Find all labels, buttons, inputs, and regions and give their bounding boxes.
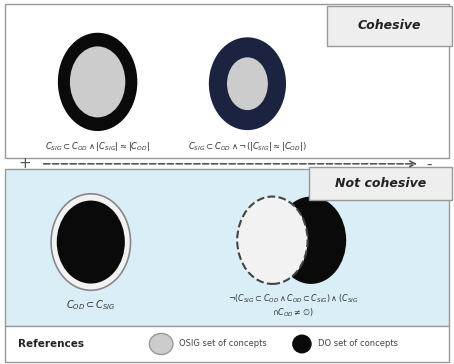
FancyBboxPatch shape bbox=[327, 6, 452, 46]
Ellipse shape bbox=[58, 33, 137, 131]
Ellipse shape bbox=[237, 197, 308, 284]
Text: References: References bbox=[18, 339, 84, 349]
Text: Not cohesive: Not cohesive bbox=[335, 177, 426, 190]
Ellipse shape bbox=[227, 57, 268, 110]
Ellipse shape bbox=[149, 333, 173, 355]
Text: -: - bbox=[426, 156, 432, 171]
FancyBboxPatch shape bbox=[5, 326, 449, 362]
Ellipse shape bbox=[51, 194, 131, 290]
FancyBboxPatch shape bbox=[309, 167, 452, 200]
Text: +: + bbox=[19, 156, 31, 171]
Ellipse shape bbox=[57, 201, 125, 284]
Ellipse shape bbox=[292, 335, 311, 353]
Text: $C_{SIG}\subset C_{OD}\wedge\neg(|C_{SIG}|\approx |C_{OD}|)$: $C_{SIG}\subset C_{OD}\wedge\neg(|C_{SIG… bbox=[188, 140, 307, 153]
Ellipse shape bbox=[70, 46, 125, 117]
Ellipse shape bbox=[276, 197, 346, 284]
FancyBboxPatch shape bbox=[5, 169, 449, 326]
Text: DO set of concepts: DO set of concepts bbox=[318, 340, 398, 348]
Text: OSIG set of concepts: OSIG set of concepts bbox=[179, 340, 267, 348]
Text: $\cap C_{OD}\neq \varnothing)$: $\cap C_{OD}\neq \varnothing)$ bbox=[272, 307, 314, 319]
Text: Cohesive: Cohesive bbox=[357, 19, 421, 32]
Text: $\neg(C_{SIG}\subset C_{OD}\wedge C_{OD}\subset C_{SIG})\wedge (C_{SIG}$: $\neg(C_{SIG}\subset C_{OD}\wedge C_{OD}… bbox=[227, 292, 358, 305]
FancyBboxPatch shape bbox=[5, 4, 449, 158]
Text: $C_{OD}\subset C_{SIG}$: $C_{OD}\subset C_{SIG}$ bbox=[66, 298, 116, 312]
Text: $C_{SIG}\subset C_{OD}\wedge |C_{SIG}|\approx |C_{OD}|$: $C_{SIG}\subset C_{OD}\wedge |C_{SIG}|\a… bbox=[45, 140, 150, 153]
Ellipse shape bbox=[209, 37, 286, 130]
